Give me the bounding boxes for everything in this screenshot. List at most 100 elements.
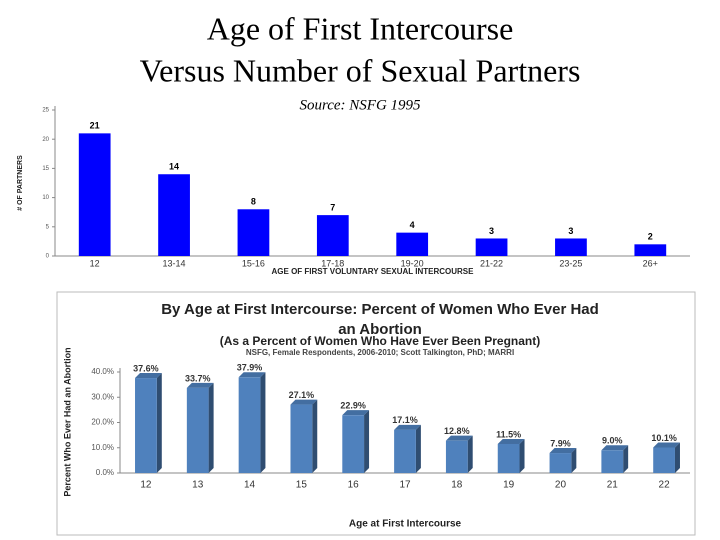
data-label: 4 (410, 220, 415, 230)
bar (237, 209, 270, 256)
data-label: 14 (169, 162, 179, 172)
bar-side (623, 445, 629, 473)
bar (186, 387, 209, 473)
y-tick-label: 25 (42, 108, 49, 114)
bar (396, 232, 429, 256)
chart-subtitle: (As a Percent of Women Who Have Ever Bee… (220, 334, 541, 348)
x-tick-label: 22 (659, 480, 671, 491)
x-tick-label: 21-22 (480, 258, 503, 268)
bar-top (290, 399, 318, 405)
slide-title: Versus Number of Sexual Partners (140, 52, 581, 88)
data-label: 7.9% (550, 438, 571, 448)
chart-source: NSFG, Female Respondents, 2006-2010; Sco… (246, 348, 514, 357)
bar (445, 440, 468, 473)
bar-top (653, 442, 680, 448)
subtitle: Source: NSFG 1995 (299, 97, 421, 113)
bar-side (674, 442, 680, 473)
y-tick-label: 10.0% (91, 443, 114, 452)
x-tick-label: 15-16 (242, 258, 265, 268)
x-tick-label: 17 (399, 480, 411, 491)
data-label: 11.5% (496, 429, 521, 439)
y-axis-title: Percent Who Ever Had an Abortion (62, 347, 72, 496)
x-tick-label: 21 (607, 480, 619, 491)
y-tick-label: 20 (42, 137, 49, 143)
y-tick-label: 0.0% (96, 468, 114, 477)
bar-side (156, 373, 162, 473)
x-tick-label: 19 (503, 480, 515, 491)
data-label: 3 (489, 226, 494, 236)
x-tick-label: 13 (192, 480, 204, 491)
bar-top (135, 373, 162, 379)
bar (555, 238, 587, 256)
data-label: 21 (90, 121, 100, 131)
x-tick-label: 12 (140, 480, 152, 491)
bar-top (445, 435, 473, 441)
bar (158, 174, 190, 256)
data-label: 8 (251, 197, 256, 207)
x-tick-label: 14 (244, 480, 256, 491)
data-label: 2 (648, 232, 653, 242)
x-axis-title: AGE OF FIRST VOLUNTARY SEXUAL INTERCOURS… (272, 267, 475, 276)
bar (549, 453, 572, 473)
data-label: 27.1% (289, 390, 315, 400)
bar-side (571, 448, 577, 473)
y-tick-label: 40.0% (91, 367, 114, 376)
x-tick-label: 23-25 (559, 258, 582, 268)
bar (497, 443, 520, 473)
bar (316, 215, 349, 256)
bar-side (364, 410, 370, 473)
bar-side (260, 372, 266, 473)
data-label: 37.9% (237, 363, 263, 373)
data-label: 17.1% (392, 415, 418, 425)
bar-top (342, 410, 370, 416)
x-tick-label: 20 (555, 480, 567, 491)
bar-top (497, 438, 525, 444)
bar (135, 378, 157, 473)
bar-top (601, 445, 629, 451)
y-tick-label: 15 (42, 166, 49, 172)
data-label: 7 (330, 202, 335, 212)
bar (634, 244, 667, 256)
data-label: 10.1% (651, 433, 677, 443)
x-tick-label: 17-18 (321, 258, 344, 268)
data-label: 33.7% (185, 373, 211, 383)
bar (78, 133, 111, 256)
x-tick-label: 18 (451, 480, 463, 491)
x-axis-title: Age at First Intercourse (349, 519, 462, 530)
x-tick-label: 15 (296, 480, 308, 491)
bar-side (519, 438, 525, 473)
data-label: 12.8% (444, 426, 470, 436)
bar-side (415, 424, 421, 473)
bar-top (186, 382, 214, 388)
bar (475, 238, 508, 256)
bar-top (394, 424, 421, 430)
bar (238, 377, 261, 473)
y-tick-label: 10 (42, 195, 49, 201)
y-axis-title: # OF PARTNERS (17, 155, 24, 211)
chart-title: By Age at First Intercourse: Percent of … (161, 301, 599, 318)
data-label: 37.6% (133, 363, 159, 373)
y-tick-label: 0 (46, 254, 50, 260)
bar (290, 404, 313, 473)
y-tick-label: 30.0% (91, 392, 114, 401)
data-label: 9.0% (602, 436, 623, 446)
x-tick-label: 12 (90, 258, 100, 268)
bar-top (238, 372, 266, 378)
y-tick-label: 20.0% (91, 418, 114, 427)
bar-top (549, 448, 577, 454)
bar-side (312, 399, 318, 473)
x-tick-label: 26+ (643, 258, 658, 268)
chart-title: an Abortion (338, 321, 422, 338)
bar-side (208, 382, 214, 473)
chart-frame (56, 291, 696, 536)
slide-title: Age of First Intercourse (207, 10, 514, 46)
bar (342, 415, 365, 473)
y-tick-label: 5 (46, 224, 50, 230)
bar (653, 447, 675, 473)
bar (601, 450, 624, 473)
x-tick-label: 13-14 (163, 258, 186, 268)
x-tick-label: 16 (348, 480, 360, 491)
x-tick-label: 19-20 (401, 258, 424, 268)
data-label: 3 (568, 226, 573, 236)
